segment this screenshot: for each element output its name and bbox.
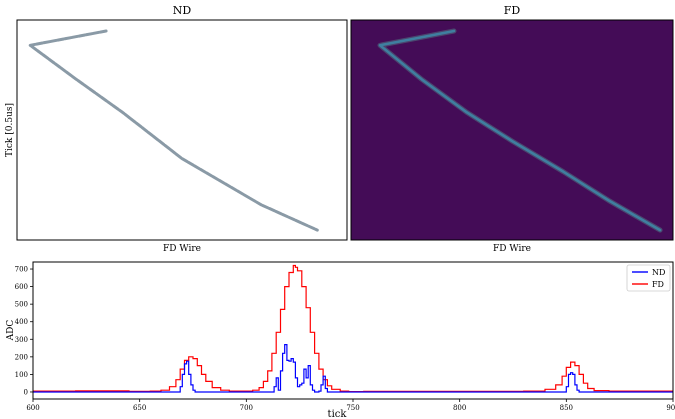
x-tick-label: 900 — [666, 404, 675, 412]
legend-label-nd: ND — [652, 268, 665, 277]
adc-ylabel: ADC — [6, 320, 16, 342]
x-tick-label: 650 — [133, 404, 146, 412]
fd-xlabel: FD Wire — [493, 244, 531, 254]
x-tick-label: 700 — [240, 404, 253, 412]
y-tick-label: 400 — [15, 318, 28, 326]
fd-image-frame — [350, 19, 674, 241]
adc-plot-area — [33, 262, 673, 399]
nd-ylabel: Tick [0.5us] — [5, 103, 15, 157]
nd-panel-title: ND — [173, 4, 192, 17]
series-line-nd — [33, 344, 673, 393]
x-tick-label: 850 — [560, 404, 573, 412]
nd-image-frame — [16, 19, 348, 241]
nd-xlabel: FD Wire — [163, 244, 201, 254]
y-tick-label: 200 — [15, 353, 28, 361]
adc-y-ticks: 0 100 200 300 400 500 600 700 — [15, 266, 33, 396]
adc-x-ticks: 600 650 700 750 800 850 900 — [26, 399, 675, 412]
nd-panel: ND FD Wire Tick [0.5us] — [5, 4, 348, 254]
adc-chart: 600 650 700 750 800 850 900 0 100 200 300 400 500 60… — [6, 261, 675, 419]
y-tick-label: 300 — [15, 336, 28, 344]
y-tick-label: 100 — [15, 371, 28, 379]
series-line-fd — [33, 264, 673, 393]
legend: ND FD — [626, 264, 671, 292]
x-tick-label: 600 — [26, 404, 39, 412]
nd-track — [28, 29, 319, 232]
adc-xlabel: tick — [328, 409, 348, 419]
y-tick-label: 0 — [24, 388, 28, 396]
legend-label-fd: FD — [652, 280, 664, 289]
fd-track — [378, 29, 662, 232]
x-tick-label: 800 — [453, 404, 466, 412]
y-tick-label: 700 — [15, 266, 28, 274]
y-tick-label: 600 — [15, 283, 28, 291]
x-tick-label: 750 — [346, 404, 359, 412]
adc-plot-frame — [32, 261, 674, 400]
fd-panel: FD FD Wire — [350, 4, 674, 254]
fd-panel-title: FD — [504, 4, 521, 17]
y-tick-label: 500 — [15, 301, 28, 309]
